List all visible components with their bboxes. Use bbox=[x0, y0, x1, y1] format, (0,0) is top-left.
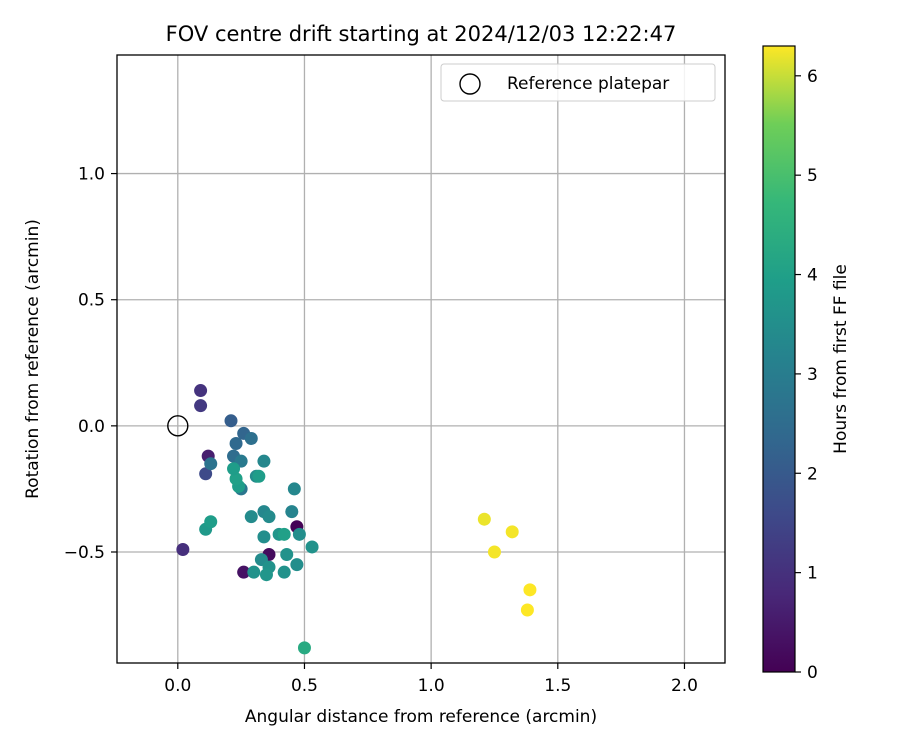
colorbar-tick-label: 6 bbox=[807, 67, 818, 87]
grid-lines bbox=[117, 55, 725, 663]
colorbar-label: Hours from first FF file bbox=[831, 264, 851, 454]
y-tick-label: 1.0 bbox=[78, 165, 105, 185]
data-point bbox=[204, 515, 218, 529]
colorbar-tick-label: 1 bbox=[807, 564, 818, 584]
reference-platepar-marker bbox=[167, 415, 189, 437]
reference-marker-layer bbox=[167, 415, 189, 437]
data-point bbox=[287, 482, 301, 496]
data-point bbox=[505, 525, 519, 539]
data-point bbox=[280, 548, 294, 562]
colorbar-tick-label: 3 bbox=[807, 365, 818, 385]
colorbar-gradient bbox=[762, 45, 796, 673]
y-tick-label: 0.5 bbox=[78, 291, 105, 311]
data-point bbox=[520, 603, 534, 617]
colorbar-tick-label: 0 bbox=[807, 663, 818, 683]
data-point bbox=[285, 505, 299, 519]
data-point bbox=[244, 510, 258, 524]
data-point bbox=[229, 437, 243, 451]
data-point bbox=[227, 462, 241, 476]
data-point bbox=[277, 565, 291, 579]
data-point bbox=[194, 384, 208, 398]
x-tick-label: 0.0 bbox=[164, 676, 191, 696]
colorbar-tick-label: 5 bbox=[807, 166, 818, 186]
colorbar-tick-label: 2 bbox=[807, 464, 818, 484]
y-axis-label: Rotation from reference (arcmin) bbox=[23, 219, 43, 499]
data-point bbox=[252, 469, 266, 483]
data-point bbox=[290, 558, 304, 572]
data-point bbox=[247, 565, 261, 579]
legend-label-reference-platepar: Reference platepar bbox=[507, 74, 669, 94]
colorbar-ticks: 0 1 2 3 4 5 6 bbox=[795, 67, 818, 683]
legend-box bbox=[440, 63, 716, 102]
data-point bbox=[176, 542, 190, 556]
data-point bbox=[277, 527, 291, 541]
plot-frame bbox=[116, 54, 726, 664]
chart-title: FOV centre drift starting at 2024/12/03 … bbox=[166, 22, 677, 46]
data-point bbox=[229, 472, 243, 486]
y-tick-label: 0.0 bbox=[78, 417, 105, 437]
data-point bbox=[477, 512, 491, 526]
legend: Reference platepar bbox=[440, 63, 716, 102]
x-tick-label: 1.0 bbox=[418, 676, 445, 696]
x-axis-ticks: 0.0 0.5 1.0 1.5 2.0 bbox=[164, 663, 698, 696]
x-tick-label: 2.0 bbox=[671, 676, 698, 696]
data-point bbox=[244, 431, 258, 445]
data-point bbox=[257, 454, 271, 468]
data-point bbox=[194, 399, 208, 413]
y-axis-ticks: −0.5 0.0 0.5 1.0 bbox=[64, 165, 117, 563]
data-point bbox=[224, 414, 238, 428]
data-point bbox=[237, 565, 251, 579]
data-point bbox=[305, 540, 319, 554]
data-point bbox=[262, 510, 276, 524]
data-point bbox=[259, 568, 273, 582]
x-axis-label: Angular distance from reference (arcmin) bbox=[245, 707, 597, 727]
data-point bbox=[523, 583, 537, 597]
x-tick-label: 1.5 bbox=[544, 676, 571, 696]
data-point bbox=[487, 545, 501, 559]
colorbar: 0 1 2 3 4 5 6 Hours from first FF file bbox=[762, 45, 851, 683]
y-tick-label: −0.5 bbox=[64, 543, 105, 563]
data-point bbox=[297, 641, 311, 655]
legend-marker-open-circle bbox=[459, 73, 481, 95]
data-point bbox=[292, 527, 306, 541]
colorbar-tick-label: 4 bbox=[807, 266, 818, 286]
data-point bbox=[199, 467, 213, 481]
x-tick-label: 0.5 bbox=[291, 676, 318, 696]
data-point bbox=[257, 530, 271, 544]
data-point bbox=[204, 457, 218, 471]
data-points bbox=[176, 384, 537, 655]
